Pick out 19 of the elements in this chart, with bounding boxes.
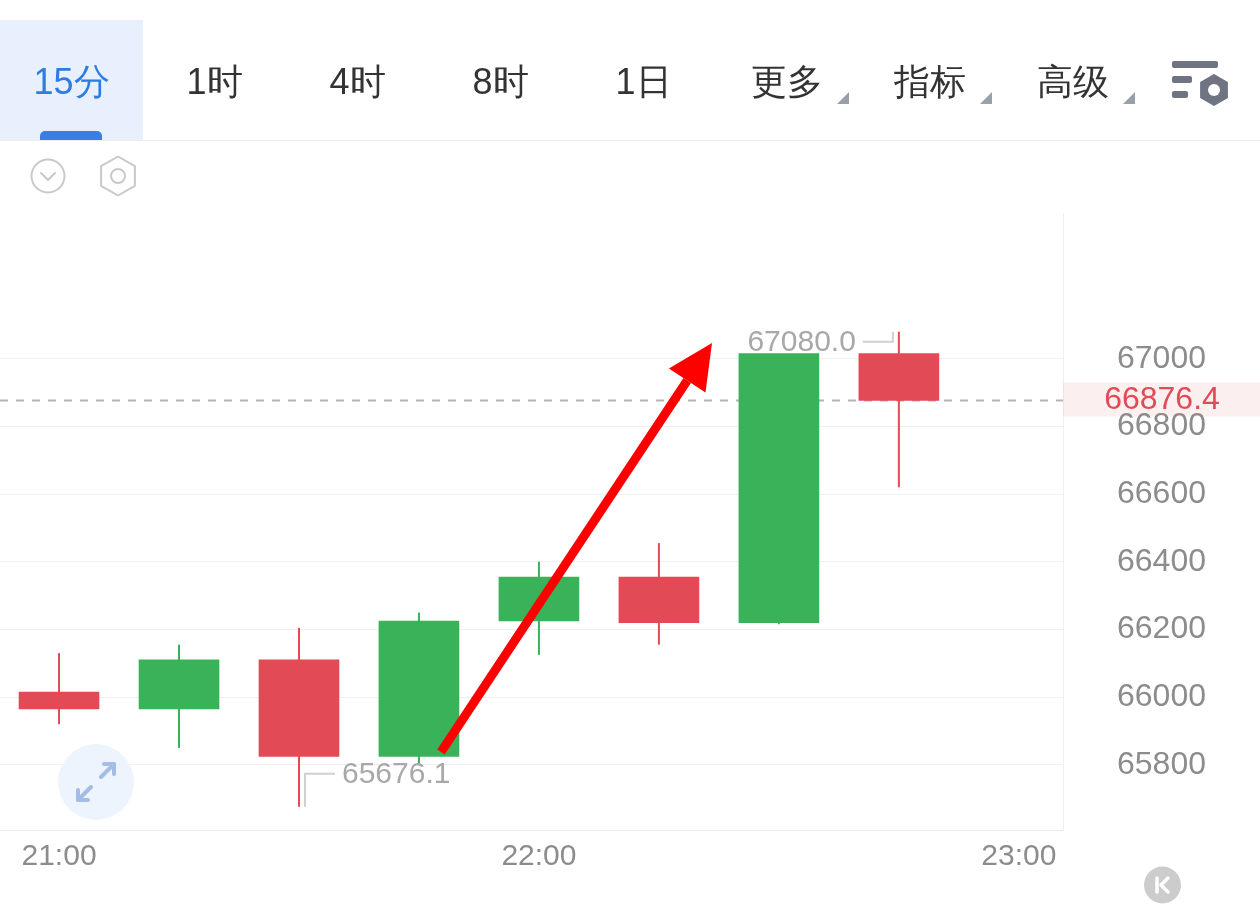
text: 8时 [472,61,529,103]
x-tick-label: 21:00 [21,838,97,872]
text: 1时 [186,61,243,103]
x-tick-label: 23:00 [981,838,1057,872]
y-tick-label: 67000 [1117,338,1206,375]
text: 4时 [329,61,386,103]
text: 15分 [33,61,110,103]
y-tick-label: 66200 [1117,609,1206,646]
text: 更多 [750,61,823,103]
y-tick-label: 65800 [1117,744,1206,781]
y-tick-label: 66600 [1117,473,1206,510]
annotation: 65676.1 [341,756,451,789]
text: 1日 [615,61,672,103]
text: 指标 [893,61,966,103]
y-tick-label: 66400 [1117,541,1206,578]
text: 高级 [1036,61,1109,103]
annotation: 67080.0 [747,323,856,357]
x-tick-label: 22:00 [501,838,577,872]
y-tick-label: 66000 [1117,676,1206,713]
